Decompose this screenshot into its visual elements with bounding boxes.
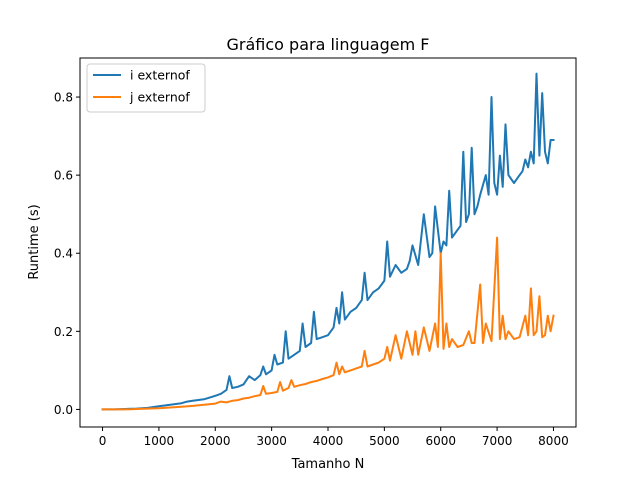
x-tick-label: 7000	[482, 434, 513, 448]
legend: i externof j externof	[86, 63, 206, 113]
series-layer	[101, 72, 555, 411]
chart-title: Gráfico para linguagem F	[227, 35, 430, 54]
x-axis-label: Tamanho N	[291, 457, 365, 472]
series-line-i-externof	[101, 72, 555, 411]
x-tick-label: 2000	[200, 434, 231, 448]
y-tick-label: 0.0	[54, 403, 73, 417]
x-tick-label: 5000	[369, 434, 400, 448]
y-tick-label: 0.2	[54, 325, 73, 339]
x-axis: 0 1000 2000 3000 4000 5000 6000 7000 8000	[99, 427, 569, 448]
x-tick-label: 4000	[313, 434, 344, 448]
axes-background	[80, 58, 576, 427]
legend-label-i-externof: i externof	[130, 68, 190, 83]
x-tick-label: 8000	[538, 434, 569, 448]
x-tick-label: 0	[99, 434, 107, 448]
series-line-j-externof	[101, 236, 555, 411]
x-tick-label: 6000	[425, 434, 456, 448]
plot-area	[79, 57, 577, 428]
y-tick-label: 0.6	[54, 169, 73, 183]
y-tick-label: 0.4	[54, 247, 73, 261]
legend-label-j-externof: j externof	[129, 90, 190, 105]
x-tick-label: 1000	[144, 434, 175, 448]
y-axis: 0.0 0.2 0.4 0.6 0.8	[54, 91, 80, 417]
y-axis-label: Runtime (s)	[27, 204, 42, 279]
y-tick-label: 0.8	[54, 91, 73, 105]
x-tick-label: 3000	[256, 434, 287, 448]
